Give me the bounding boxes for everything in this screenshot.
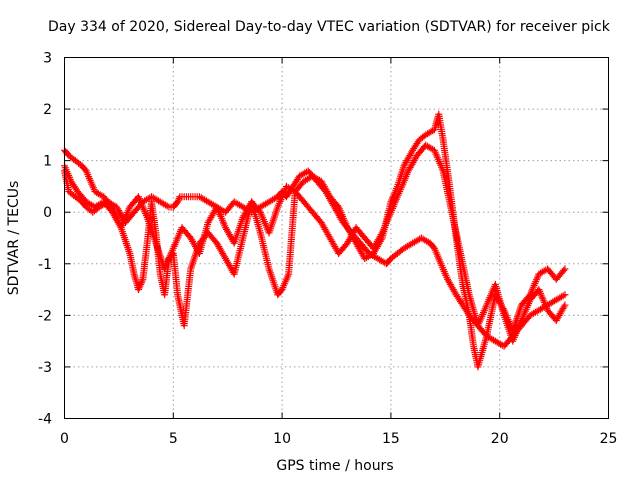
series-trace-track-3 [61, 142, 568, 343]
x-tick-label: 25 [600, 431, 618, 447]
series-track-3 [61, 141, 569, 345]
y-tick-label: 1 [43, 154, 52, 170]
plot-frame [64, 57, 609, 419]
x-tick-label: 5 [169, 431, 178, 447]
data-points [61, 110, 569, 371]
x-axis-label: GPS time / hours [276, 458, 393, 474]
axis-ticks: 0 5 10 15 20 25 -4 -3 -2 -1 0 1 2 3 [38, 51, 617, 448]
chart-title: Day 334 of 2020, Sidereal Day-to-day VTE… [48, 19, 611, 35]
y-tick-label: 2 [43, 102, 52, 118]
y-tick-label: -2 [38, 308, 52, 324]
x-tick-label: 15 [382, 431, 400, 447]
series-track-2 [61, 110, 569, 371]
grid [64, 57, 609, 419]
x-tick-label: 10 [273, 431, 291, 447]
y-tick-label: -3 [38, 360, 52, 376]
x-tick-label: 0 [60, 431, 69, 447]
y-tick-label: -4 [38, 412, 52, 428]
x-tick-label: 20 [491, 431, 509, 447]
y-tick-label: 3 [43, 51, 52, 67]
y-tick-label: -1 [38, 257, 52, 273]
y-tick-label: 0 [43, 205, 52, 221]
y-axis-label: SDTVAR / TECUs [6, 181, 22, 296]
series-trace-track-2 [62, 112, 568, 369]
